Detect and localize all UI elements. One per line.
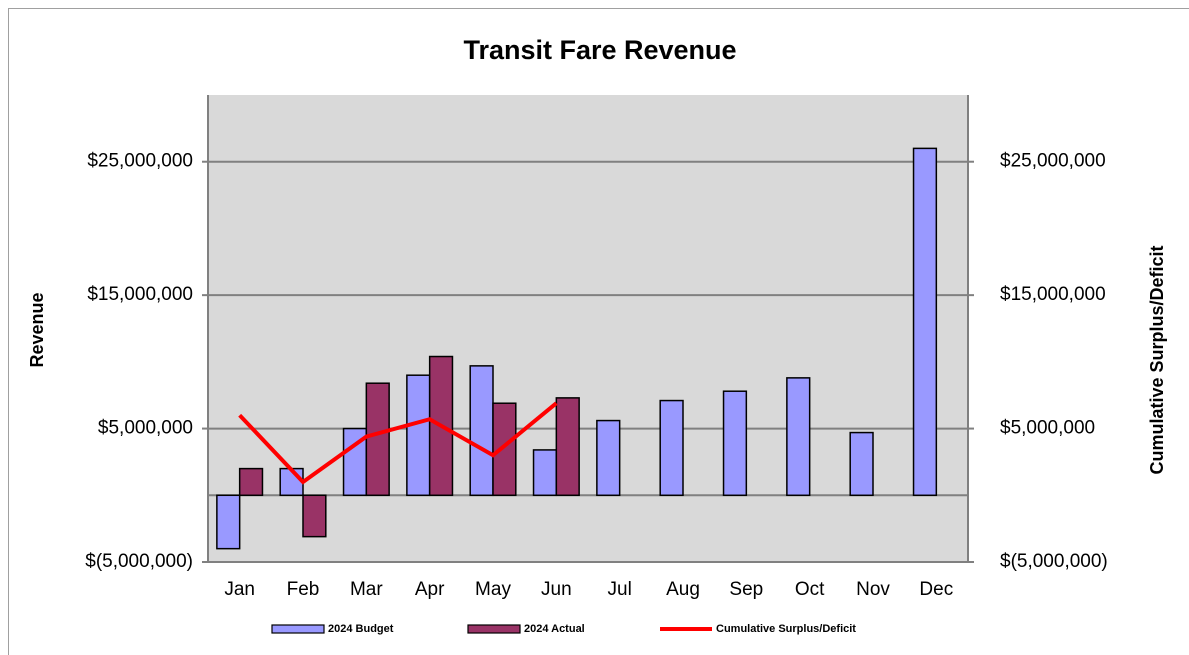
bar xyxy=(492,402,517,497)
bar xyxy=(722,390,748,497)
bar xyxy=(849,431,874,497)
x-tick-label: Jun xyxy=(541,579,572,600)
bar xyxy=(596,419,621,497)
y-tick-label: $(5,000,000) xyxy=(85,551,193,572)
bar xyxy=(216,494,241,550)
bar xyxy=(365,382,390,497)
bar xyxy=(555,397,580,497)
legend-label: 2024 Budget xyxy=(328,623,394,635)
bar xyxy=(469,365,494,497)
x-tick-label: May xyxy=(475,579,511,600)
x-tick-label: Jan xyxy=(224,579,255,600)
x-tick-label: Dec xyxy=(919,579,953,600)
y2-axis-title: Cumulative Surplus/Deficit xyxy=(1147,245,1167,474)
line-series xyxy=(238,401,558,485)
x-tick-label: Aug xyxy=(666,579,700,600)
y2-tick-label: $(5,000,000) xyxy=(1000,551,1108,572)
bar xyxy=(912,147,938,497)
y-tick-label: $5,000,000 xyxy=(98,418,193,439)
x-tick-label: Nov xyxy=(856,579,890,600)
x-tick-label: Apr xyxy=(415,579,445,600)
x-tick-label: Sep xyxy=(729,579,763,600)
bar xyxy=(238,467,264,497)
bar xyxy=(406,374,431,497)
plot-area xyxy=(208,95,968,562)
x-tick-label: Oct xyxy=(795,579,825,600)
bar xyxy=(786,377,811,497)
bar xyxy=(659,399,684,497)
legend-swatch xyxy=(467,624,521,634)
y2-tick-label: $15,000,000 xyxy=(1000,284,1106,305)
y2-tick-label: $25,000,000 xyxy=(1000,151,1106,172)
bar xyxy=(302,494,327,538)
legend-label: Cumulative Surplus/Deficit xyxy=(716,623,856,635)
x-tick-label: Mar xyxy=(350,579,383,600)
y-axis-title: Revenue xyxy=(27,292,47,367)
y-tick-label: $15,000,000 xyxy=(87,284,193,305)
legend-label: 2024 Actual xyxy=(524,623,585,635)
legend-swatch xyxy=(271,624,325,634)
bar xyxy=(532,449,558,497)
y-tick-label: $25,000,000 xyxy=(87,151,193,172)
x-tick-label: Jul xyxy=(608,579,632,600)
x-tick-label: Feb xyxy=(287,579,320,600)
chart-title: Transit Fare Revenue xyxy=(463,35,736,65)
y2-tick-label: $5,000,000 xyxy=(1000,418,1095,439)
